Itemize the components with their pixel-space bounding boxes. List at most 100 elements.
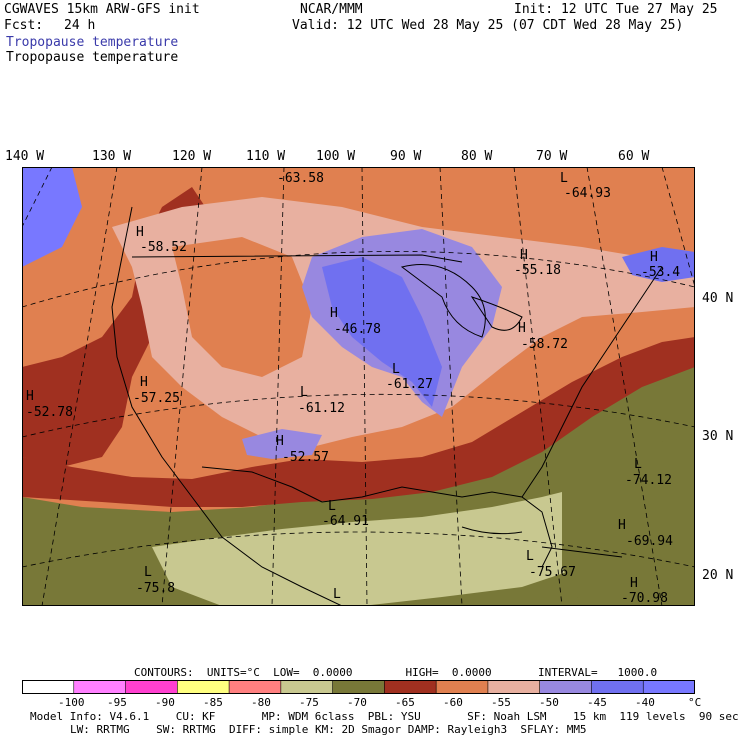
map-marker: L xyxy=(300,385,308,400)
longitude-line xyxy=(661,167,695,288)
color-bar-bin xyxy=(280,680,334,694)
color-bar-bin xyxy=(539,680,593,694)
map-marker: L xyxy=(144,565,152,580)
color-bar-tick: -60 xyxy=(443,696,463,709)
longitude-line xyxy=(439,167,463,606)
field-region xyxy=(22,167,82,267)
color-bar-bin xyxy=(435,680,489,694)
contours-info: CONTOURS: UNITS=°C LOW= 0.0000 HIGH= 0.0… xyxy=(134,666,658,679)
border-line xyxy=(201,466,323,503)
map-marker: H xyxy=(520,248,528,263)
longitude-line xyxy=(271,167,285,606)
latitude-label: 20 N xyxy=(702,568,734,583)
map-marker: H xyxy=(136,225,144,240)
map-marker: H xyxy=(330,306,338,321)
longitude-label: 120 W xyxy=(172,149,212,164)
color-bar-bin xyxy=(642,680,695,694)
color-bar-tick: -50 xyxy=(539,696,559,709)
longitude-label: 100 W xyxy=(316,149,356,164)
map-marker-value: -75.8 xyxy=(136,581,176,596)
forecast-label: Fcst: xyxy=(4,18,44,33)
latitude-label: 40 N xyxy=(702,291,734,306)
map-marker-value: -58.72 xyxy=(521,337,568,352)
longitude-label: 110 W xyxy=(246,149,286,164)
longitude-line xyxy=(41,167,118,606)
map-marker-value: -75.67 xyxy=(529,565,576,580)
forecast-value: 24 h xyxy=(64,18,96,33)
map-marker-value: -74.12 xyxy=(625,473,672,488)
color-bar-tick: -65 xyxy=(395,696,415,709)
model-info-line-2: LW: RRTMG SW: RRTMG DIFF: simple KM: 2D … xyxy=(70,723,587,736)
color-bar-bin xyxy=(228,680,282,694)
great-lakes xyxy=(400,264,486,338)
color-bar-unit: °C xyxy=(688,696,702,709)
map-marker: H xyxy=(276,434,284,449)
color-bar-tick: -55 xyxy=(491,696,511,709)
field-region xyxy=(622,247,695,282)
map-marker-value: -69.94 xyxy=(626,534,673,549)
color-bar-tick: -80 xyxy=(251,696,271,709)
field-region xyxy=(562,437,695,606)
map-marker: L xyxy=(560,171,568,186)
longitude-line xyxy=(513,167,563,606)
color-bar-tick: -85 xyxy=(203,696,223,709)
map-marker: L xyxy=(328,499,336,514)
map-marker-value: -55.18 xyxy=(514,263,561,278)
color-bar-tick: -45 xyxy=(587,696,607,709)
map-marker-value: -53.4 xyxy=(641,265,681,280)
organization-label: NCAR/MMM xyxy=(300,2,363,17)
map-marker: L xyxy=(392,362,400,377)
map-marker-value: -64.91 xyxy=(322,514,369,529)
map-marker-value: -61.27 xyxy=(386,377,433,392)
map-marker-value: -63.58 xyxy=(277,171,324,186)
color-bar-bin xyxy=(73,680,127,694)
longitude-label: 80 W xyxy=(461,149,493,164)
color-bar-bin xyxy=(177,680,230,694)
longitude-line xyxy=(22,167,53,228)
latitude-label: 30 N xyxy=(702,429,734,444)
color-bar-bin xyxy=(332,680,386,694)
coastline xyxy=(111,206,343,606)
coastline xyxy=(521,266,663,498)
great-lakes xyxy=(470,296,523,331)
border-line xyxy=(131,254,463,263)
map-marker-value: -64.93 xyxy=(564,186,611,201)
color-bar xyxy=(22,680,695,694)
coastline xyxy=(321,486,553,568)
color-bar-bin xyxy=(384,680,437,694)
map-marker-value: -61.12 xyxy=(298,401,345,416)
longitude-line xyxy=(161,167,203,606)
map-marker-value: -52.57 xyxy=(282,450,329,465)
color-bar-tick: -40 xyxy=(635,696,655,709)
color-bar-tick: -95 xyxy=(107,696,127,709)
model-info-line-1: Model Info: V4.6.1 CU: KF MP: WDM 6class… xyxy=(30,710,739,723)
field-region xyxy=(242,429,322,459)
map-marker: L xyxy=(526,549,534,564)
cuba-outline xyxy=(461,526,523,535)
color-bar-tick: -75 xyxy=(299,696,319,709)
color-bar-frame xyxy=(22,680,695,694)
field-region xyxy=(172,237,312,377)
longitude-label: 140 W xyxy=(5,149,45,164)
longitude-label: 60 W xyxy=(618,149,650,164)
field-title-primary: Tropopause temperature xyxy=(6,35,179,50)
color-bar-tick: -100 xyxy=(58,696,85,709)
field-title-secondary: Tropopause temperature xyxy=(6,50,179,65)
field-region xyxy=(152,487,622,606)
color-bar-bin xyxy=(487,680,541,694)
map-marker-value: -70.98 xyxy=(621,591,668,606)
init-time: Init: 12 UTC Tue 27 May 25 xyxy=(514,2,718,17)
valid-time: Valid: 12 UTC Wed 28 May 25 (07 CDT Wed … xyxy=(292,18,684,33)
color-bar-tick: -90 xyxy=(155,696,175,709)
latitude-line xyxy=(22,531,695,568)
map-frame xyxy=(22,167,695,606)
map-marker: H xyxy=(630,576,638,591)
longitude-label: 130 W xyxy=(92,149,132,164)
longitude-label: 90 W xyxy=(390,149,422,164)
map-marker: H xyxy=(26,389,34,404)
island-outline xyxy=(541,546,623,558)
field-region xyxy=(22,337,695,507)
map-marker-value: -57.25 xyxy=(133,391,180,406)
color-bar-bin xyxy=(591,680,645,694)
map-marker: H xyxy=(650,250,658,265)
